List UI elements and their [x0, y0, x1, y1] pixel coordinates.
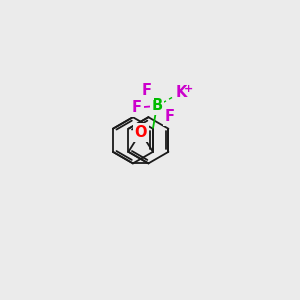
Text: F: F	[142, 83, 152, 98]
Text: F: F	[132, 100, 142, 115]
Text: F: F	[165, 109, 175, 124]
Text: B: B	[151, 98, 163, 113]
Text: +: +	[184, 84, 193, 94]
Text: O: O	[134, 125, 147, 140]
Text: K: K	[176, 85, 187, 100]
